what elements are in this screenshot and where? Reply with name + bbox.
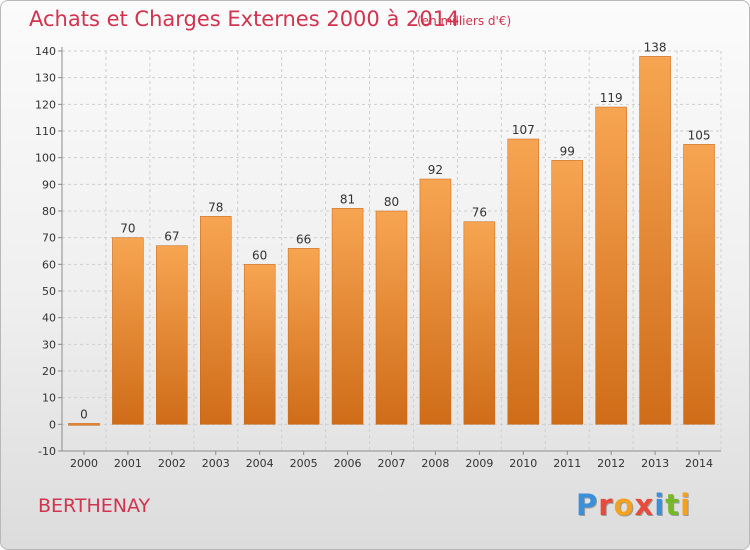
- value-label-2005: 66: [296, 232, 311, 246]
- y-tick-label: 120: [35, 98, 56, 111]
- y-tick-label: 90: [42, 178, 56, 191]
- y-tick-label: 70: [42, 232, 56, 245]
- x-tick-label-2001: 2001: [114, 457, 142, 470]
- bar-2014: [683, 144, 715, 425]
- logo-letter: t: [665, 488, 681, 522]
- x-tick-label-2012: 2012: [597, 457, 625, 470]
- x-tick-label-2006: 2006: [334, 457, 362, 470]
- y-tick-label: 10: [42, 392, 56, 405]
- label-layer: -10 0 10 20 30 40 50 60 70 80 90 100 110 120 130 140 0 20…: [35, 40, 713, 470]
- value-label-2010: 107: [512, 123, 535, 137]
- y-tick-label: 50: [42, 285, 56, 298]
- bar-2006: [331, 208, 364, 425]
- bar-2000: [68, 423, 100, 426]
- x-tick-label-2010: 2010: [509, 457, 537, 470]
- axis-layer: [58, 47, 721, 455]
- x-tick-label-2007: 2007: [378, 457, 406, 470]
- logo-letter: P: [576, 488, 599, 522]
- bar-2011: [551, 160, 583, 425]
- value-label-2003: 78: [208, 200, 223, 214]
- bar-layer: [68, 56, 715, 426]
- logo-letter: r: [598, 488, 614, 522]
- y-tick-label: 130: [35, 72, 56, 85]
- value-label-2004: 60: [252, 248, 267, 262]
- proxiti-logo: Proxiti: [576, 488, 691, 524]
- logo-letter: i: [654, 488, 666, 522]
- logo-letter: x: [634, 488, 655, 522]
- x-tick-label-2013: 2013: [641, 457, 669, 470]
- bar-2005: [287, 248, 320, 425]
- y-tick-label: 60: [42, 258, 56, 271]
- value-label-2006: 81: [340, 192, 355, 206]
- x-tick-label-2005: 2005: [290, 457, 318, 470]
- value-label-2014: 105: [688, 128, 711, 142]
- value-label-2001: 70: [120, 222, 135, 236]
- x-tick-label-2000: 2000: [70, 457, 98, 470]
- logo-letter: i: [680, 488, 692, 522]
- bar-2008: [419, 178, 452, 425]
- bar-2004: [243, 264, 276, 425]
- value-label-2002: 67: [164, 230, 179, 244]
- bar-2012: [595, 106, 627, 425]
- x-tick-label-2011: 2011: [553, 457, 581, 470]
- bar-2010: [507, 138, 540, 425]
- y-tick-label: 20: [42, 365, 56, 378]
- y-tick-label: 30: [42, 338, 56, 351]
- bar-2013: [639, 56, 671, 425]
- bar-2009: [463, 221, 496, 425]
- y-tick-label: 80: [42, 205, 56, 218]
- value-label-2009: 76: [472, 206, 487, 220]
- y-tick-label: 0: [49, 418, 56, 431]
- logo-letter: o: [613, 488, 635, 522]
- bar-2007: [375, 210, 408, 425]
- x-tick-label-2014: 2014: [685, 457, 713, 470]
- bar-2002: [156, 245, 188, 425]
- y-tick-label: 40: [42, 312, 56, 325]
- value-label-2012: 119: [600, 91, 623, 105]
- x-tick-label-2008: 2008: [421, 457, 449, 470]
- unit-note: (en milliers d'€): [417, 14, 512, 28]
- y-tick-label: 140: [35, 45, 56, 58]
- x-tick-label-2002: 2002: [158, 457, 186, 470]
- bar-2003: [200, 216, 232, 425]
- commune-name: BERTHENAY: [38, 495, 151, 517]
- chart-title: Achats et Charges Externes 2000 à 2014: [29, 7, 460, 31]
- value-label-2000: 0: [80, 407, 88, 421]
- y-tick-label: 110: [35, 125, 56, 138]
- value-label-2013: 138: [644, 40, 667, 54]
- value-label-2011: 99: [560, 144, 575, 158]
- x-tick-label-2004: 2004: [246, 457, 274, 470]
- x-tick-label-2009: 2009: [465, 457, 493, 470]
- value-label-2008: 92: [428, 163, 443, 177]
- x-tick-label-2003: 2003: [202, 457, 230, 470]
- y-tick-label: -10: [38, 445, 56, 458]
- y-tick-label: 100: [35, 152, 56, 165]
- value-label-2007: 80: [384, 195, 399, 209]
- bar-2001: [112, 237, 144, 425]
